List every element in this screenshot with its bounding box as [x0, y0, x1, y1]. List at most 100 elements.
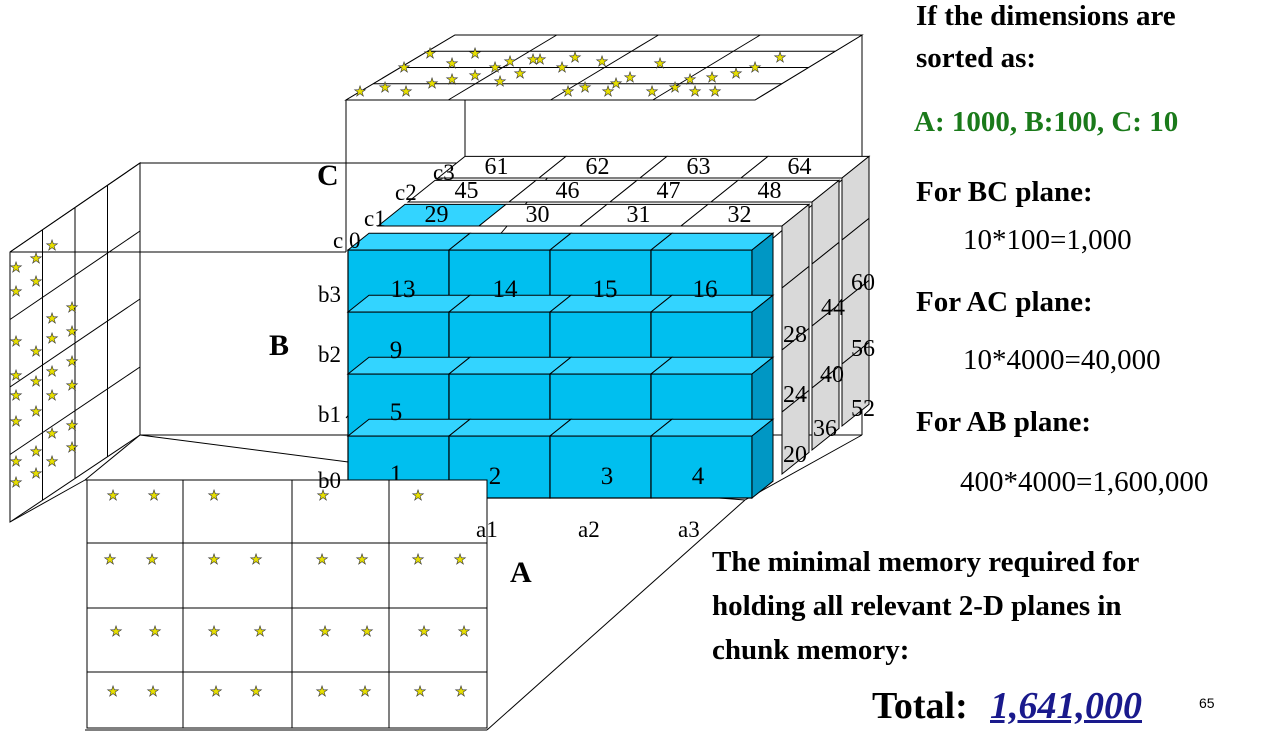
star-icon: ★	[379, 80, 392, 96]
star-icon: ★	[514, 66, 527, 82]
front-chunk-number: 4	[692, 463, 705, 490]
star-icon: ★	[684, 72, 697, 88]
star-icon: ★	[66, 324, 79, 340]
c-dimension-label: c1	[364, 206, 386, 231]
star-icon: ★	[455, 684, 468, 700]
star-icon: ★	[398, 60, 411, 76]
star-icon: ★	[30, 466, 43, 482]
star-icon: ★	[317, 488, 330, 504]
star-icon: ★	[316, 552, 329, 568]
star-icon: ★	[414, 684, 427, 700]
star-icon: ★	[107, 684, 120, 700]
side-chunk-number: 24	[783, 382, 807, 408]
c-dimension-label: c3	[433, 160, 455, 185]
sort-order: A: 1000, B:100, C: 10	[914, 106, 1179, 138]
b-dimension-label: b0	[318, 468, 341, 493]
star-icon: ★	[624, 70, 637, 86]
star-icon: ★	[10, 414, 23, 430]
front-chunk-number: 2	[489, 463, 502, 490]
b-dimension-label: b2	[318, 342, 341, 367]
c-dimension-label: c 0	[333, 228, 360, 253]
star-icon: ★	[10, 454, 23, 470]
top-plane-col-line	[550, 34, 659, 101]
star-icon: ★	[534, 52, 547, 68]
back-chunk-number: 64	[788, 154, 812, 180]
star-icon: ★	[10, 284, 23, 300]
back-chunk-number: 63	[687, 154, 711, 180]
star-icon: ★	[46, 238, 59, 254]
back-chunk-number: 31	[627, 202, 651, 228]
ac-plane-value: 10*4000=40,000	[963, 344, 1161, 376]
star-icon: ★	[46, 454, 59, 470]
star-icon: ★	[10, 475, 23, 491]
bc-plane-value: 10*100=1,000	[963, 224, 1132, 256]
back-chunk-number: 29	[425, 202, 449, 228]
star-icon: ★	[504, 54, 517, 70]
star-icon: ★	[527, 52, 540, 68]
axis-label-b: B	[269, 329, 289, 362]
star-icon: ★	[359, 684, 372, 700]
star-icon: ★	[354, 84, 367, 100]
minimal-memory-line-2: holding all relevant 2-D planes in	[712, 590, 1122, 622]
left-bc-plane: ★★★★★★★★★★ ★★ ★★★★★★★★★ ★★★★★★★	[9, 162, 141, 523]
a-dimension-label: a2	[578, 517, 600, 542]
star-icon: ★	[610, 76, 623, 92]
minimal-memory-line-1: The minimal memory required for	[712, 546, 1140, 578]
minimal-memory-line-3: chunk memory:	[712, 634, 910, 666]
star-icon: ★	[469, 46, 482, 62]
star-icon: ★	[494, 74, 507, 90]
star-icon: ★	[104, 552, 117, 568]
star-icon: ★	[669, 80, 682, 96]
front-plane-outline	[86, 479, 488, 729]
axis-label-a: A	[510, 556, 532, 589]
star-icon: ★	[30, 251, 43, 267]
star-icon: ★	[30, 374, 43, 390]
star-icon: ★	[596, 54, 609, 70]
star-icon: ★	[147, 684, 160, 700]
heading-line-2: sorted as:	[916, 42, 1037, 74]
back-chunk-number: 30	[526, 202, 550, 228]
star-icon: ★	[689, 84, 702, 100]
star-icon: ★	[254, 624, 267, 640]
back-chunk-number: 46	[556, 178, 580, 204]
star-icon: ★	[426, 76, 439, 92]
total-value: 1,641,000	[990, 685, 1142, 727]
top-ac-plane: ★ ★ ★ ★ ★ ★ ★ ★★ ★★ ★★★ ★ ★★ ★ ★★★★★★ ★ ★★★ ★★★★★★	[344, 34, 864, 101]
ac-plane-label: For AC plane:	[916, 286, 1093, 318]
star-icon: ★	[250, 684, 263, 700]
back-chunk-number: 48	[758, 178, 782, 204]
star-icon: ★	[208, 488, 221, 504]
star-icon: ★	[66, 378, 79, 394]
star-icon: ★	[749, 60, 762, 76]
a-dimension-label: a1	[476, 517, 498, 542]
star-icon: ★	[30, 444, 43, 460]
side-chunk-number: 40	[820, 362, 844, 388]
star-icon: ★	[66, 440, 79, 456]
axis-label-c: C	[317, 159, 339, 192]
star-icon: ★	[30, 344, 43, 360]
axis-labels: C B Ab3 b2 b1 b0 c 0c1 c2 c3 a1 a2 a3	[269, 159, 700, 589]
star-icon: ★	[412, 488, 425, 504]
front-chunk-number: 9	[390, 337, 403, 364]
ab-plane-label: For AB plane:	[916, 406, 1092, 438]
heading-line-1: If the dimensions are	[916, 0, 1176, 32]
star-icon: ★	[149, 624, 162, 640]
star-icon: ★	[579, 80, 592, 96]
wire-line	[486, 499, 746, 731]
star-icon: ★	[458, 624, 471, 640]
star-icon: ★	[146, 552, 159, 568]
b-dimension-label: b3	[318, 282, 341, 307]
star-icon: ★	[10, 368, 23, 384]
back-chunk-number: 45	[455, 178, 479, 204]
back-chunk-number: 32	[728, 202, 752, 228]
star-icon: ★	[66, 300, 79, 316]
wire-line	[9, 479, 86, 523]
star-icon: ★	[356, 552, 369, 568]
wire-line	[84, 434, 141, 481]
b-dimension-label: b1	[318, 402, 341, 427]
star-icon: ★	[208, 624, 221, 640]
star-icon: ★	[250, 552, 263, 568]
side-chunk-number: 56	[851, 336, 875, 362]
star-icon: ★	[319, 624, 332, 640]
side-chunk-number: 52	[851, 396, 875, 422]
